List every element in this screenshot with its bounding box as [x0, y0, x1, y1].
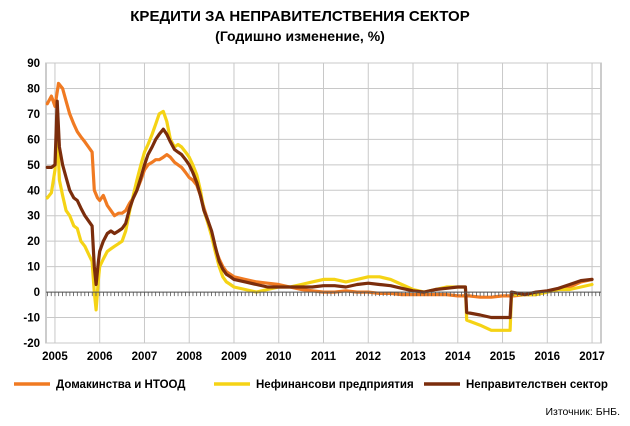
y-tick-label: -10: [23, 313, 40, 325]
legend-label-nonfinancial: Нефинансови предприятия: [256, 379, 414, 391]
series-line-2: [45, 99, 594, 320]
x-tick-label: 2005: [42, 351, 68, 363]
x-tick-label: 2014: [445, 351, 471, 363]
y-tick-label: 50: [27, 160, 40, 172]
legend-label-households: Домакинства и НТООД: [56, 379, 186, 391]
y-tick-label: 60: [27, 134, 40, 146]
y-tick-label: -20: [23, 338, 40, 350]
y-tick-label: 10: [27, 262, 40, 274]
chart-title: КРЕДИТИ ЗА НЕПРАВИТЕЛСТВЕНИЯ СЕКТОР: [130, 8, 469, 25]
y-tick-label: 80: [27, 83, 40, 95]
y-tick-label: 30: [27, 211, 40, 223]
y-tick-label: 20: [27, 236, 40, 248]
axes: -20 -10 0 10 20 30 40 50 60 70 80 90 2005 2006 2007 200…: [23, 58, 604, 363]
x-tick-label: 2012: [355, 351, 381, 363]
source-note: Източник: БНБ.: [545, 406, 620, 418]
x-tick-label: 2010: [266, 351, 292, 363]
legend: Домакинства и НТООД Нефинансови предприя…: [14, 379, 608, 391]
y-tick-label: 90: [27, 58, 40, 70]
x-tick-label: 2006: [87, 351, 113, 363]
x-tick-label: 2017: [579, 351, 605, 363]
x-tick-label: 2013: [400, 351, 426, 363]
y-tick-label: 70: [27, 109, 40, 121]
y-tick-label: 0: [34, 287, 40, 299]
legend-label-nongovernment: Неправителствен сектор: [466, 379, 608, 391]
x-tick-label: 2011: [311, 351, 337, 363]
grid: [45, 62, 602, 344]
x-tick-label: 2008: [176, 351, 202, 363]
x-tick-label: 2007: [132, 351, 158, 363]
y-tick-label: 40: [27, 185, 40, 197]
chart-subtitle: (Годишно изменение, %): [215, 28, 385, 44]
series-lines: [45, 81, 594, 332]
x-tick-label: 2009: [221, 351, 247, 363]
x-tick-label: 2016: [534, 351, 560, 363]
x-tick-label: 2015: [490, 351, 516, 363]
